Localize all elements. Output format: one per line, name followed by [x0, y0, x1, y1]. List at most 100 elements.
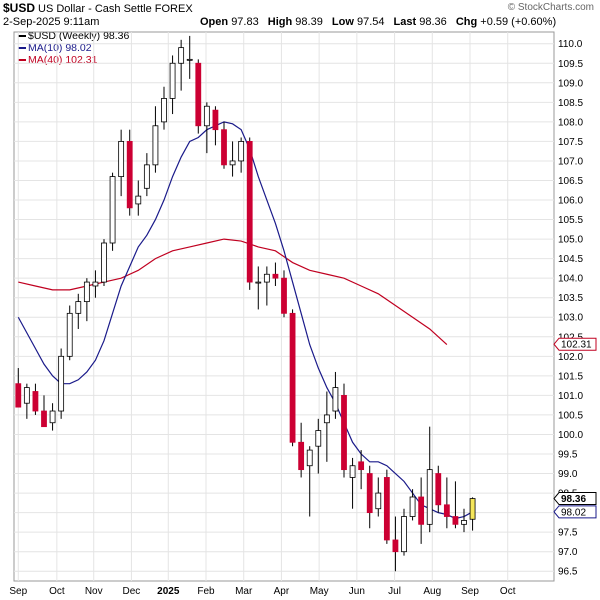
plot-frame — [13, 31, 555, 582]
candle-body — [126, 141, 133, 209]
high-value: 98.39 — [295, 16, 323, 28]
candle-body — [229, 160, 236, 166]
price-tag — [553, 505, 597, 519]
legend-ma40-swatch — [18, 59, 26, 62]
candle-body — [135, 195, 142, 205]
y-tick-label: 105.5 — [558, 215, 583, 226]
x-tick-label: Nov — [85, 586, 103, 597]
y-tick-label: 106.0 — [558, 196, 583, 207]
y-tick-label: 105.0 — [558, 235, 583, 246]
price-tag-label: 98.02 — [561, 507, 586, 518]
candle-body — [469, 498, 476, 520]
x-tick-label: Aug — [423, 586, 441, 597]
y-tick-label: 101.5 — [558, 371, 583, 382]
chart-header: $USD US Dollar - Cash Settle FOREX 2-Sep-… — [0, 0, 600, 32]
candle-body — [32, 391, 39, 412]
y-tick-label: 97.0 — [558, 547, 578, 558]
y-tick-label: 101.0 — [558, 391, 583, 402]
price-tag-label: 102.31 — [561, 340, 592, 351]
low-label: Low — [331, 16, 354, 28]
y-tick-label: 110.0 — [558, 39, 583, 50]
candle-body — [49, 410, 56, 424]
candle-body — [263, 273, 270, 283]
candle-body — [323, 414, 330, 424]
ohlc-readout: Open 97.83 High 98.39 Low 97.54 Last 98.… — [200, 16, 556, 28]
legend-ma10: MA(10) 98.02 — [18, 42, 129, 54]
candle-body — [101, 242, 107, 283]
y-tick-label: 103.0 — [558, 313, 583, 324]
x-tick-label: Sep — [461, 586, 479, 597]
y-tick-label: 108.0 — [558, 117, 583, 128]
legend-price-text: $USD (Weekly) 98.36 — [28, 30, 130, 42]
candle-body — [298, 441, 305, 471]
candle-body — [426, 469, 433, 525]
symbol: $USD — [3, 1, 36, 15]
candle-body — [41, 410, 47, 428]
x-tick-label: Jul — [388, 586, 401, 597]
candle-body — [92, 281, 99, 287]
y-tick-label: 104.5 — [558, 254, 583, 265]
candle-body — [289, 312, 296, 443]
legend-price: $USD (Weekly) 98.36 — [18, 30, 129, 42]
candle-body — [152, 125, 159, 166]
candle-body — [15, 383, 22, 408]
candle-body — [178, 47, 185, 64]
candle-body — [161, 98, 167, 123]
y-tick-label: 96.5 — [558, 567, 578, 578]
y-tick-label: 109.0 — [558, 78, 583, 89]
price-tag-label: 98.36 — [561, 494, 586, 505]
y-tick-label: 100.0 — [558, 430, 583, 441]
candle-body — [118, 141, 125, 177]
candle-body — [66, 312, 73, 357]
last-label: Last — [393, 16, 417, 28]
candle-body — [186, 58, 193, 61]
quote-date: 2-Sep-2025 9:11am — [3, 16, 100, 28]
candle-body — [255, 281, 262, 284]
symbol-title: $USD US Dollar - Cash Settle FOREX — [3, 1, 193, 15]
candle-body — [143, 164, 150, 189]
candle-body — [281, 277, 287, 314]
candle-body — [169, 62, 176, 99]
candle-body — [221, 129, 227, 166]
candle-body — [461, 520, 467, 525]
x-tick-label: Oct — [500, 586, 516, 597]
candle-body — [272, 273, 279, 279]
x-tick-label: Mar — [235, 586, 253, 597]
candle-body — [409, 496, 416, 517]
candle-body — [366, 473, 373, 514]
candle-body — [452, 516, 459, 525]
x-tick-label: Dec — [123, 586, 141, 597]
chg-label: Chg — [455, 16, 478, 28]
legend-ma10-text: MA(10) 98.02 — [28, 42, 92, 54]
y-tick-label: 106.5 — [558, 176, 583, 187]
price-tag — [553, 492, 597, 506]
candle-body — [23, 387, 30, 404]
high-label: High — [267, 16, 293, 28]
candle-body — [195, 62, 202, 127]
x-tick-label: Jun — [349, 586, 365, 597]
candle-body — [75, 301, 82, 314]
candle-body — [109, 176, 116, 244]
symbol-name: US Dollar - Cash Settle FOREX — [38, 3, 193, 15]
ma10-line — [17, 121, 473, 520]
candle-body — [443, 504, 450, 517]
candle-body — [306, 449, 313, 467]
y-tick-label: 100.5 — [558, 410, 583, 421]
x-tick-label: 2025 — [157, 586, 180, 597]
x-tick-label: Apr — [274, 586, 290, 597]
open-label: Open — [200, 16, 229, 28]
candle-body — [341, 394, 347, 471]
y-tick-label: 103.5 — [558, 293, 583, 304]
low-value: 97.54 — [356, 16, 385, 28]
candle-body — [83, 281, 90, 303]
y-tick-label: 109.5 — [558, 59, 583, 70]
candle-body — [383, 477, 390, 541]
y-tick-label: 99.5 — [558, 450, 578, 461]
x-tick-label: May — [310, 586, 329, 597]
candle-body — [418, 496, 425, 525]
price-tag — [553, 337, 597, 351]
candle-body — [401, 516, 407, 553]
candle-body — [375, 492, 382, 510]
y-tick-label: 107.0 — [558, 156, 583, 167]
